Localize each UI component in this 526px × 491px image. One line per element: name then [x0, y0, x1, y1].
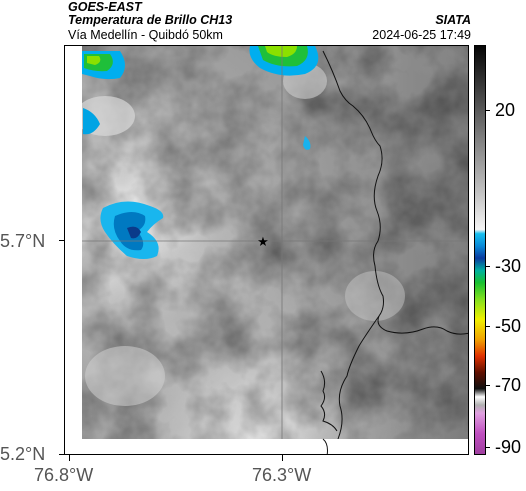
- satellite-map[interactable]: ★: [64, 45, 469, 455]
- brightness-temperature-image: ★: [65, 46, 468, 454]
- colorbar-label: -90: [495, 437, 522, 457]
- colorbar-tick: [486, 385, 490, 386]
- lat-tick-label: 5.2°N: [0, 444, 46, 464]
- colorbar-label: 20: [495, 100, 516, 120]
- cold-cloud-top-center: [249, 46, 319, 76]
- lat-tick-label: 5.7°N: [0, 231, 46, 251]
- colorbar-tick: [486, 266, 490, 267]
- colorbar-tick: [486, 447, 490, 448]
- lat-tick-mark: [59, 240, 65, 241]
- colorbar-tick: [486, 326, 490, 327]
- boundary-lines: [320, 50, 468, 440]
- star-icon: ★: [257, 235, 269, 250]
- route-subtitle: Vía Medellín - Quibdó 50km: [68, 28, 223, 42]
- colorbar-label: -70: [495, 375, 522, 395]
- colorbar-label: -50: [495, 316, 522, 336]
- lon-tick-mark: [282, 455, 283, 461]
- colorbar-label: -30: [495, 256, 522, 276]
- lat-tick-mark: [59, 454, 65, 455]
- colorbar-tick: [486, 110, 490, 111]
- small-cold-cell: [303, 136, 311, 150]
- cold-cloud-edge: [83, 108, 100, 135]
- graticule: [65, 46, 468, 439]
- lon-tick-mark: [69, 455, 70, 461]
- datetime-label: 2024-06-25 17:49: [372, 28, 471, 42]
- lon-tick-label: 76.8°W: [34, 465, 94, 485]
- organization-label: SIATA: [435, 13, 471, 27]
- colorbar: [474, 45, 486, 455]
- cold-cloud-top-left: [82, 51, 125, 80]
- satellite-title: GOES-EAST: [68, 0, 142, 14]
- product-title: Temperatura de Brillo CH13: [68, 13, 233, 27]
- lon-tick-label: 76.3°W: [252, 465, 312, 485]
